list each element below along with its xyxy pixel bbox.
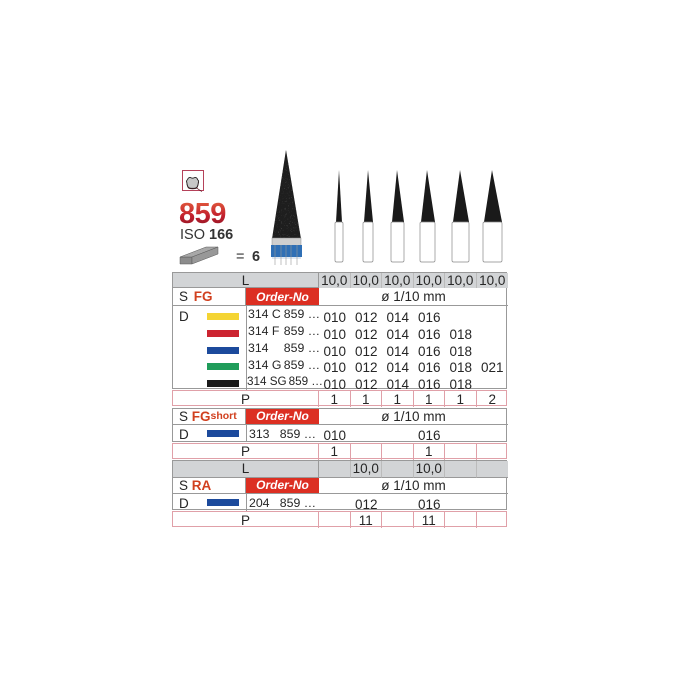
svg-text:=: = (236, 249, 244, 265)
